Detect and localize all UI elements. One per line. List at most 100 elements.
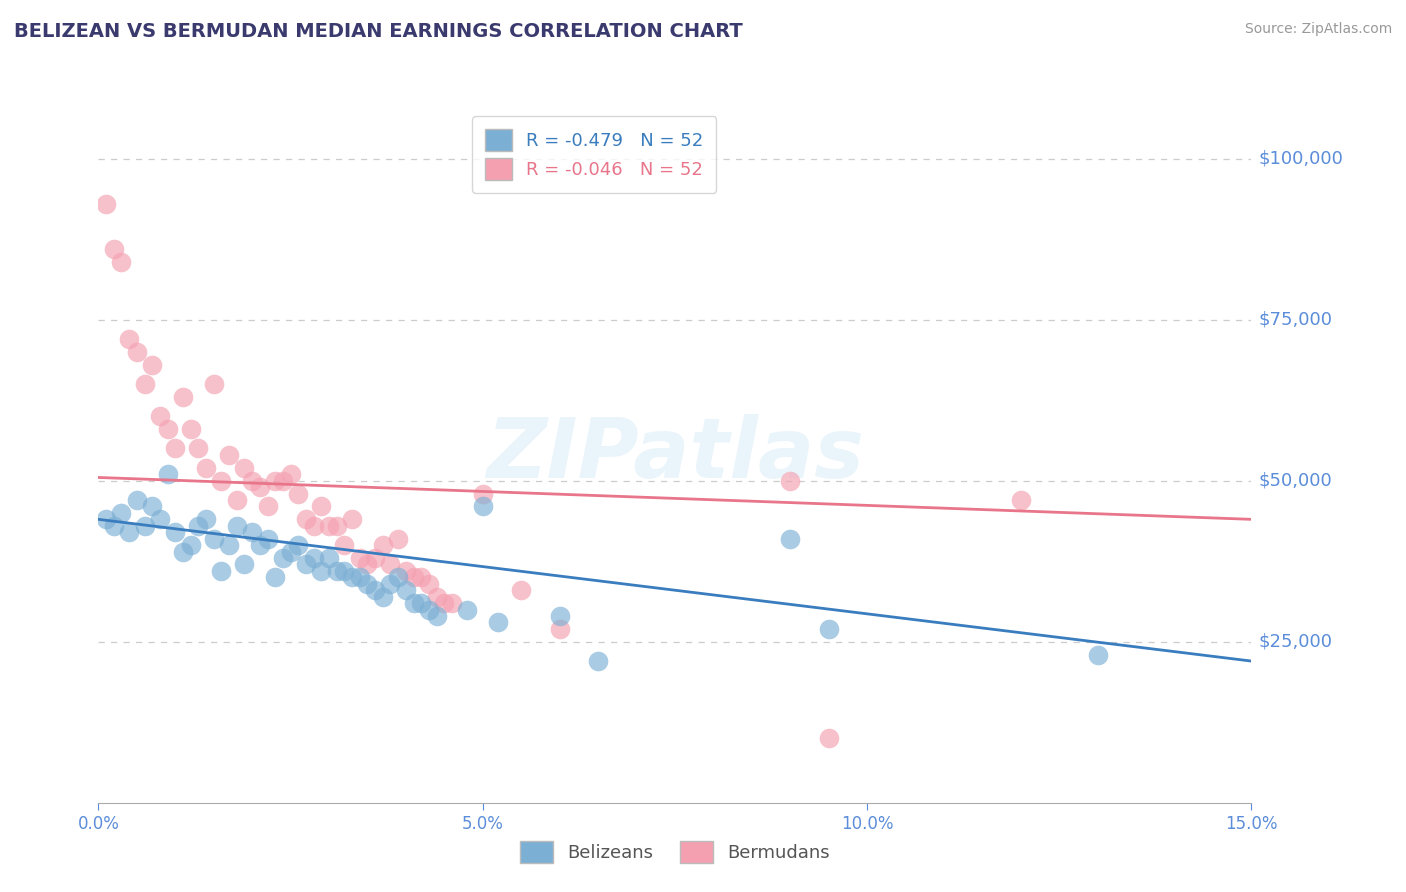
Point (280, 544, 302, 558)
Point (165, 525, 187, 540)
Point (180, 538, 202, 552)
Point (302, 518, 325, 533)
Point (187, 518, 209, 533)
Point (586, 654, 609, 668)
Point (134, 377, 156, 392)
Point (172, 544, 194, 558)
Point (486, 615, 509, 630)
Point (426, 590, 449, 604)
Point (233, 460, 256, 475)
Point (356, 558, 378, 572)
Point (287, 486, 309, 500)
Point (94, 196, 117, 211)
Point (471, 486, 494, 500)
Point (433, 596, 456, 610)
Point (340, 512, 363, 526)
Point (380, 558, 402, 572)
Point (118, 332, 141, 346)
Point (256, 532, 278, 546)
Point (103, 518, 125, 533)
Point (311, 500, 333, 514)
Point (426, 609, 449, 624)
Text: Source: ZipAtlas.com: Source: ZipAtlas.com (1244, 22, 1392, 37)
Point (187, 442, 209, 456)
Point (271, 551, 294, 566)
Point (287, 538, 309, 552)
Point (402, 570, 425, 584)
Point (779, 532, 801, 546)
Point (364, 583, 387, 598)
Text: ZIPatlas: ZIPatlas (486, 415, 863, 495)
Point (295, 558, 318, 572)
Text: BELIZEAN VS BERMUDAN MEDIAN EARNINGS CORRELATION CHART: BELIZEAN VS BERMUDAN MEDIAN EARNINGS COR… (14, 22, 742, 41)
Point (103, 242, 125, 256)
Point (418, 602, 440, 616)
Point (141, 358, 163, 372)
Point (280, 467, 302, 482)
Point (94, 512, 117, 526)
Point (156, 422, 179, 436)
Point (333, 538, 356, 552)
Point (110, 254, 132, 268)
Point (356, 576, 378, 591)
Point (380, 576, 402, 591)
Point (218, 448, 240, 462)
Legend: Belizeans, Bermudans: Belizeans, Bermudans (506, 826, 844, 877)
Point (318, 551, 340, 566)
Point (209, 474, 232, 488)
Point (325, 518, 347, 533)
Point (510, 583, 533, 598)
Point (548, 609, 571, 624)
Text: $25,000: $25,000 (1258, 632, 1333, 651)
Point (325, 564, 347, 578)
Point (233, 558, 256, 572)
Point (110, 506, 132, 520)
Point (249, 480, 271, 494)
Point (295, 512, 318, 526)
Point (271, 474, 294, 488)
Point (440, 596, 463, 610)
Point (264, 570, 287, 584)
Point (202, 532, 225, 546)
Point (156, 467, 179, 482)
Point (371, 590, 394, 604)
Point (340, 570, 363, 584)
Point (149, 409, 172, 424)
Point (349, 570, 371, 584)
Point (249, 538, 271, 552)
Point (225, 493, 247, 508)
Point (411, 570, 433, 584)
Point (402, 596, 425, 610)
Point (456, 602, 478, 616)
Point (817, 622, 839, 636)
Point (418, 576, 440, 591)
Point (195, 512, 218, 526)
Point (240, 474, 263, 488)
Point (779, 474, 801, 488)
Point (141, 500, 163, 514)
Point (149, 512, 172, 526)
Point (364, 551, 387, 566)
Point (125, 493, 148, 508)
Point (817, 731, 839, 746)
Point (264, 474, 287, 488)
Point (225, 518, 247, 533)
Point (165, 442, 187, 456)
Point (311, 564, 333, 578)
Text: $100,000: $100,000 (1258, 150, 1343, 168)
Point (387, 532, 409, 546)
Point (1010, 493, 1032, 508)
Point (411, 596, 433, 610)
Text: $75,000: $75,000 (1258, 310, 1333, 328)
Point (395, 564, 418, 578)
Point (548, 622, 571, 636)
Point (302, 551, 325, 566)
Point (134, 518, 156, 533)
Point (256, 500, 278, 514)
Point (395, 583, 418, 598)
Point (371, 538, 394, 552)
Point (1087, 648, 1109, 662)
Point (218, 538, 240, 552)
Point (349, 551, 371, 566)
Point (180, 422, 202, 436)
